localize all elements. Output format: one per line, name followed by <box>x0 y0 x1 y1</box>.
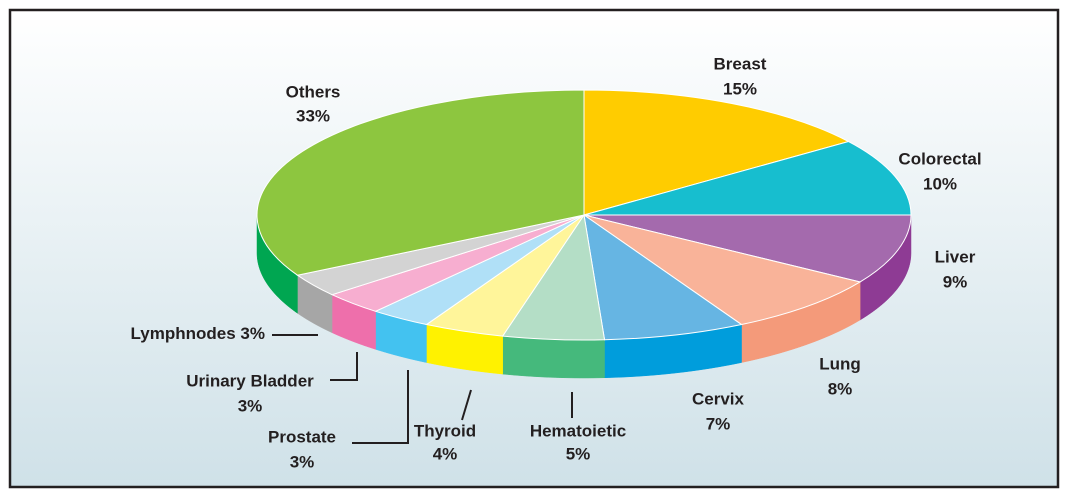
slice-name: Lung <box>819 354 861 373</box>
slice-value: 33% <box>296 106 330 125</box>
slice-value: 7% <box>706 414 731 433</box>
leader-lines <box>272 334 573 444</box>
leader-line <box>352 370 409 444</box>
slice-value: 9% <box>943 272 968 291</box>
pie-tops <box>256 89 912 341</box>
pie-sides <box>256 214 912 379</box>
slice-name: Others <box>286 82 341 101</box>
slice-name: Lymphnodes <box>131 324 236 343</box>
pie-side <box>502 335 605 379</box>
leader-line <box>461 389 472 421</box>
slice-value: 5% <box>566 444 591 463</box>
slice-name: Hematoietic <box>530 421 626 440</box>
slice-name: Liver <box>935 247 976 266</box>
slice-value: 3% <box>240 324 265 343</box>
pie-slice <box>256 89 585 276</box>
pie-slice <box>583 213 743 341</box>
slice-label: Lymphnodes 3% <box>131 324 265 343</box>
slice-value: 3% <box>238 396 263 415</box>
leader-line <box>330 352 358 381</box>
pie-slice <box>583 140 912 216</box>
slice-name: Prostate <box>268 427 336 446</box>
slice-value: 4% <box>433 444 458 463</box>
slice-name: Breast <box>714 54 767 73</box>
slice-value: 3% <box>290 452 315 471</box>
pie-slice <box>583 214 912 283</box>
pie-slice <box>583 89 850 216</box>
slice-value: 10% <box>923 174 957 193</box>
pie-slice <box>583 214 862 326</box>
slice-name: Thyroid <box>414 421 476 440</box>
slice-value: 8% <box>828 379 853 398</box>
slice-name: Colorectal <box>898 149 981 168</box>
slice-value: 15% <box>723 79 757 98</box>
slice-name: Cervix <box>692 389 745 408</box>
slice-name: Urinary Bladder <box>186 371 314 390</box>
